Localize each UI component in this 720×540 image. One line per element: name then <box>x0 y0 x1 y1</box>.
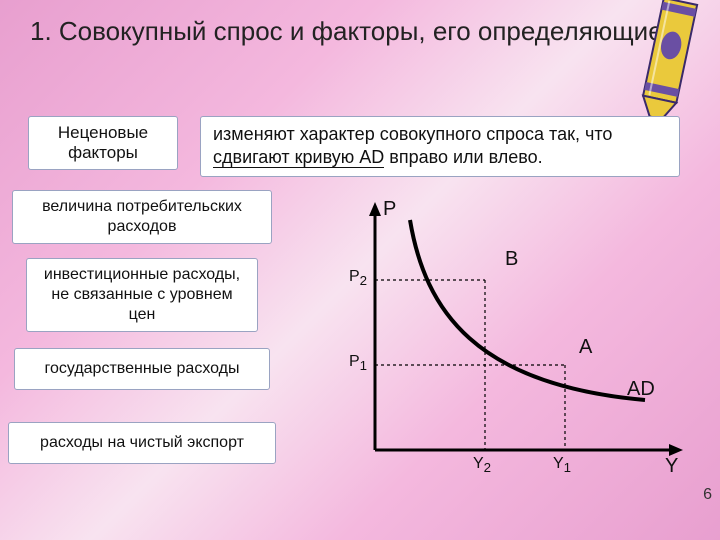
box-nonprice-factors: Неценовые факторы <box>28 116 178 170</box>
tick-y1-base: Y <box>553 455 564 472</box>
page-number: 6 <box>703 486 712 504</box>
desc-em: сдвигают кривую AD <box>213 147 384 168</box>
tick-y2-base: Y <box>473 455 484 472</box>
box-description: изменяют характер совокупного спроса так… <box>200 116 680 177</box>
tick-p2-base: P <box>349 268 360 285</box>
ad-chart: P Y P2 P1 Y2 Y1 B A AD <box>355 200 685 490</box>
curve-ad-label: AD <box>627 378 655 401</box>
tick-p2-sub: 2 <box>360 273 367 288</box>
point-b-label: B <box>505 248 518 271</box>
box-consumer-spending: величина потребительских расходов <box>12 190 272 244</box>
tick-y1: Y1 <box>553 455 571 475</box>
y-axis-arrow <box>369 202 381 216</box>
tick-p1-base: P <box>349 353 360 370</box>
tick-p2: P2 <box>349 268 367 288</box>
slide-title: 1. Совокупный спрос и факторы, его опред… <box>20 10 700 63</box>
point-a-label: A <box>579 336 592 359</box>
box-government-spending: государственные расходы <box>14 348 270 390</box>
x-axis-label: Y <box>665 455 678 478</box>
box-investment-spending: инвестиционные расходы, не связанные с у… <box>26 258 258 332</box>
y-axis-label: P <box>383 198 396 221</box>
tick-y2: Y2 <box>473 455 491 475</box>
tick-y1-sub: 1 <box>564 460 571 475</box>
tick-p1-sub: 1 <box>360 358 367 373</box>
desc-suffix: вправо или влево. <box>384 147 542 167</box>
tick-y2-sub: 2 <box>484 460 491 475</box>
tick-p1: P1 <box>349 353 367 373</box>
desc-prefix: изменяют характер совокупного спроса так… <box>213 124 612 144</box>
box-netexport-spending: расходы на чистый экспорт <box>8 422 276 464</box>
ad-curve <box>410 220 645 400</box>
chart-svg <box>355 200 685 490</box>
